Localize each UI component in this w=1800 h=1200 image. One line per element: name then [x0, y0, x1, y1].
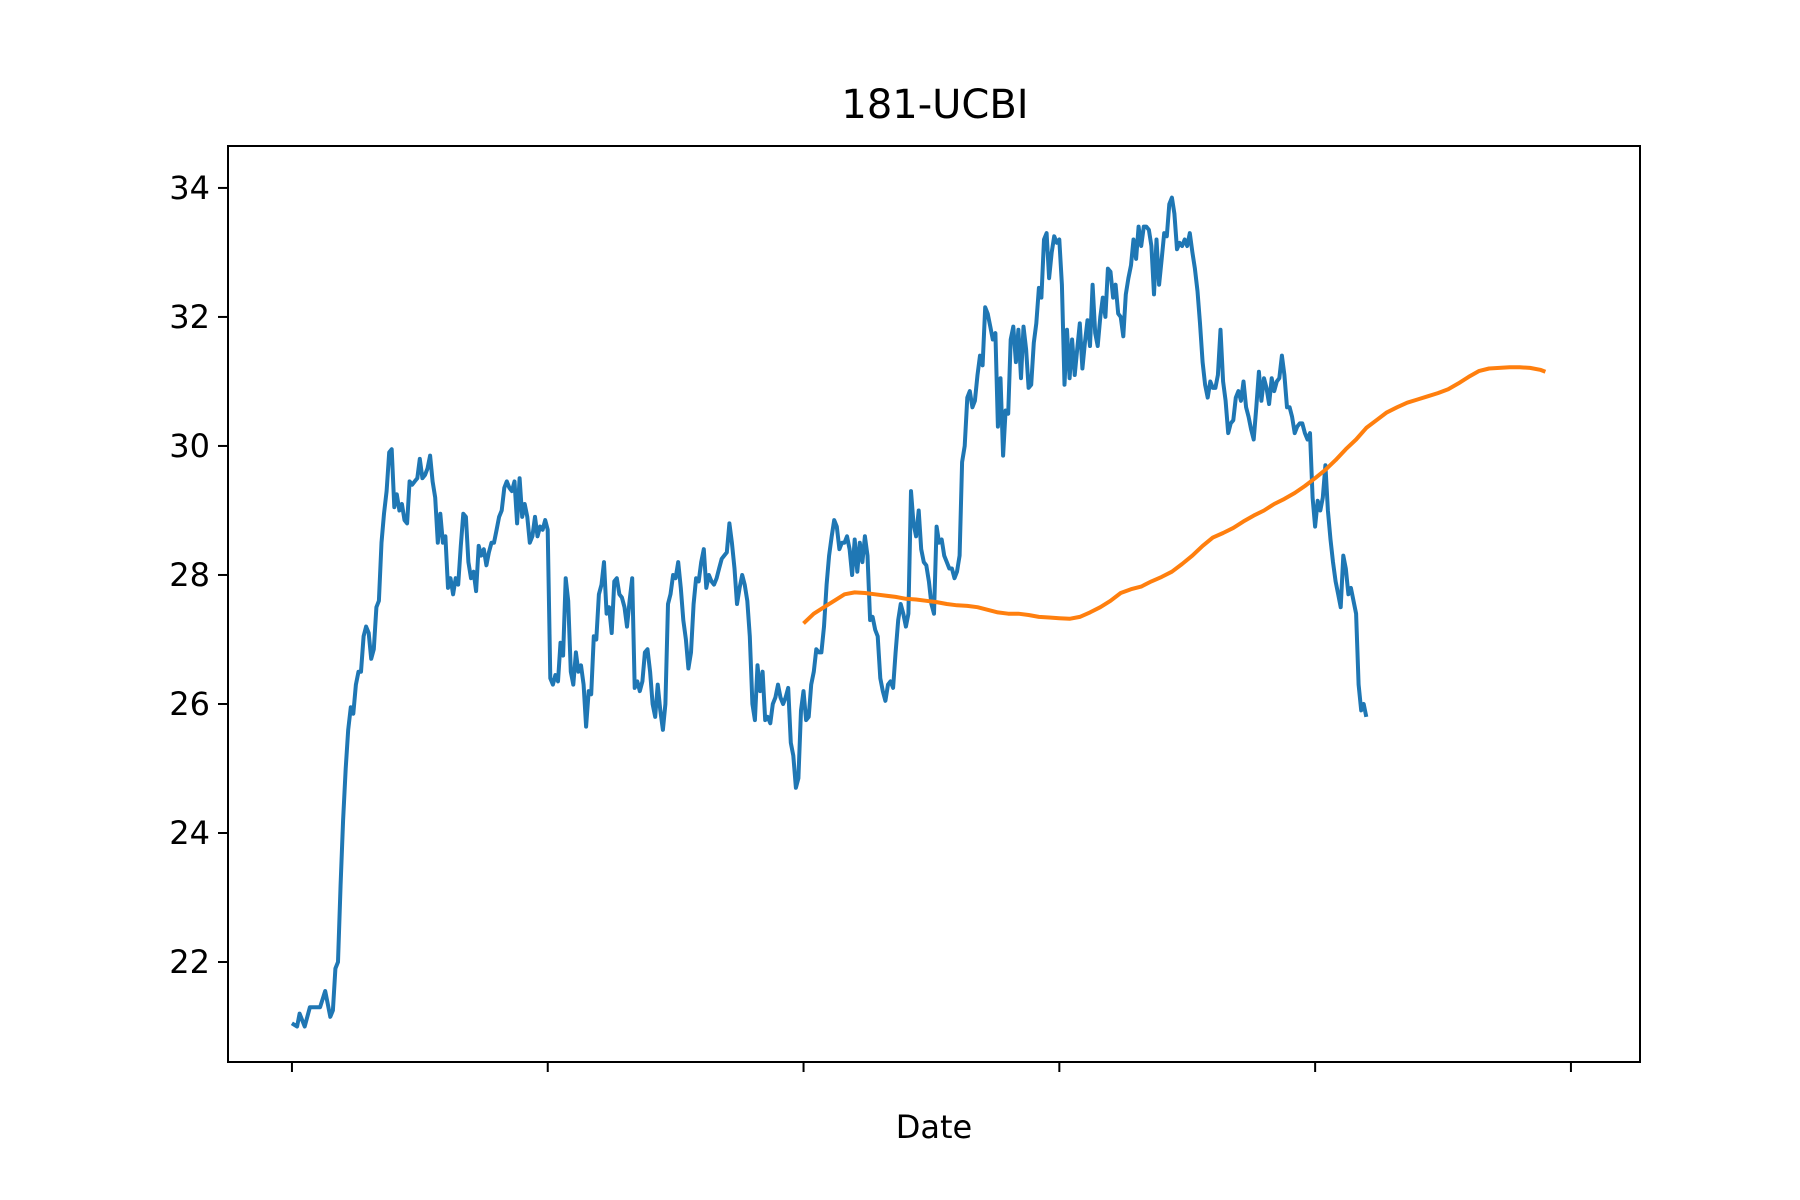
x-axis-label: Date — [896, 1108, 972, 1146]
y-tick-label: 32 — [169, 298, 210, 336]
y-tick-label: 34 — [169, 169, 210, 207]
y-tick-label: 22 — [169, 943, 210, 981]
plot-frame — [227, 145, 1641, 1063]
chart-title: 181-UCBI — [841, 82, 1028, 128]
y-tick-label: 28 — [169, 556, 210, 594]
y-axis: 22 24 26 28 30 32 34 — [169, 169, 228, 981]
y-tick-label: 30 — [169, 427, 210, 465]
x-axis — [290, 1062, 1572, 1072]
y-tick-label: 26 — [169, 685, 210, 723]
series-line-1 — [290, 195, 1369, 1029]
y-tick-label: 24 — [169, 814, 210, 852]
series-line-2 — [802, 365, 1547, 625]
plot-area — [290, 195, 1547, 1029]
